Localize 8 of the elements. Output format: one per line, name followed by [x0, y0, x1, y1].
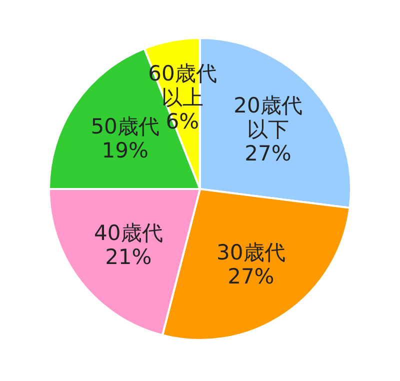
- data-label: 27%: [244, 141, 292, 166]
- slice-label: 20歳代以下: [234, 93, 302, 142]
- data-label: 21%: [105, 244, 152, 269]
- data-label: 27%: [228, 264, 274, 288]
- slice-label: 30歳代: [216, 240, 286, 264]
- slice-label: 40歳代: [94, 220, 163, 245]
- slice-label: 50歳代: [90, 114, 160, 138]
- data-label: 19%: [102, 138, 148, 162]
